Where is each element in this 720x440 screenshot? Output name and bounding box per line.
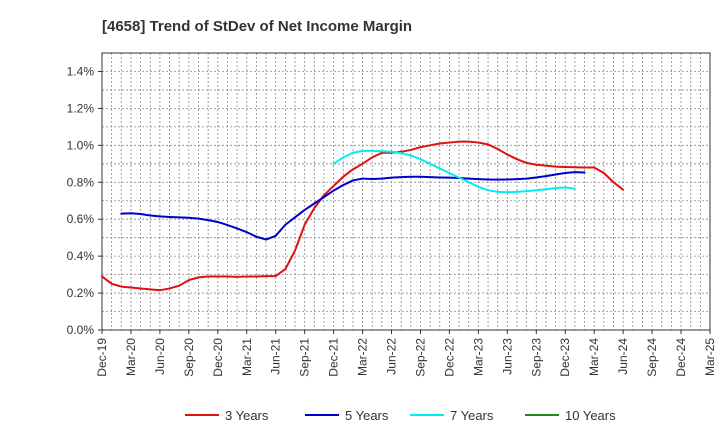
x-tick-label: Mar-23 <box>471 338 485 376</box>
x-tick-label: Sep-20 <box>182 338 196 377</box>
x-tick-label: Jun-24 <box>616 338 630 375</box>
series-line-5-years <box>120 171 586 241</box>
x-tick-label: Jun-23 <box>500 338 514 375</box>
series-line-7-years <box>332 149 576 194</box>
plot-area <box>101 52 711 331</box>
x-tick-label: Mar-20 <box>124 338 138 376</box>
y-tick-label: 0.6% <box>67 212 95 226</box>
y-tick-label: 0.4% <box>67 249 95 263</box>
x-tick-label: Dec-23 <box>558 338 572 377</box>
plot-border <box>101 52 711 331</box>
x-tick-label: Dec-22 <box>442 338 456 377</box>
chart-title: [4658] Trend of StDev of Net Income Marg… <box>102 18 412 35</box>
y-axis: 0.0% 0.2% 0.4% 0.6% 0.8% 1.0% 1.2% 1.4% <box>67 64 102 337</box>
legend-label: 5 Years <box>345 408 389 423</box>
x-tick-label: Mar-21 <box>240 338 254 376</box>
y-tick-label: 0.0% <box>67 323 95 337</box>
x-tick-label: Dec-20 <box>211 338 225 377</box>
x-tick-label: Sep-21 <box>298 338 312 377</box>
x-tick-label: Dec-24 <box>674 338 688 377</box>
x-tick-label: Dec-21 <box>327 338 341 377</box>
x-axis: Dec-19 Mar-20 Jun-20 Sep-20 Dec-20 Mar-21 Jun-… <box>95 330 717 377</box>
x-tick-label: Sep-22 <box>413 338 427 377</box>
x-tick-label: Mar-22 <box>356 338 370 376</box>
x-tick-label: Sep-23 <box>529 338 543 377</box>
x-tick-label: Mar-24 <box>587 338 601 376</box>
series-group <box>101 140 625 292</box>
y-tick-label: 0.2% <box>67 286 95 300</box>
x-tick-label: Sep-24 <box>645 338 659 377</box>
x-tick-label: Dec-19 <box>95 338 109 377</box>
legend-label: 7 Years <box>450 408 494 423</box>
legend-label: 10 Years <box>565 408 616 423</box>
y-tick-label: 1.0% <box>67 138 95 152</box>
x-tick-label: Mar-25 <box>703 338 717 376</box>
y-tick-label: 1.2% <box>67 101 95 115</box>
x-tick-label: Jun-21 <box>269 338 283 375</box>
series-line-3-years <box>101 140 625 292</box>
x-tick-label: Jun-22 <box>385 338 399 375</box>
y-tick-label: 1.4% <box>67 64 95 78</box>
legend: 3 Years 5 Years 7 Years 10 Years <box>185 408 616 423</box>
y-tick-label: 0.8% <box>67 175 95 189</box>
legend-label: 3 Years <box>225 408 269 423</box>
plot-background <box>102 53 710 330</box>
x-tick-label: Jun-20 <box>153 338 167 375</box>
